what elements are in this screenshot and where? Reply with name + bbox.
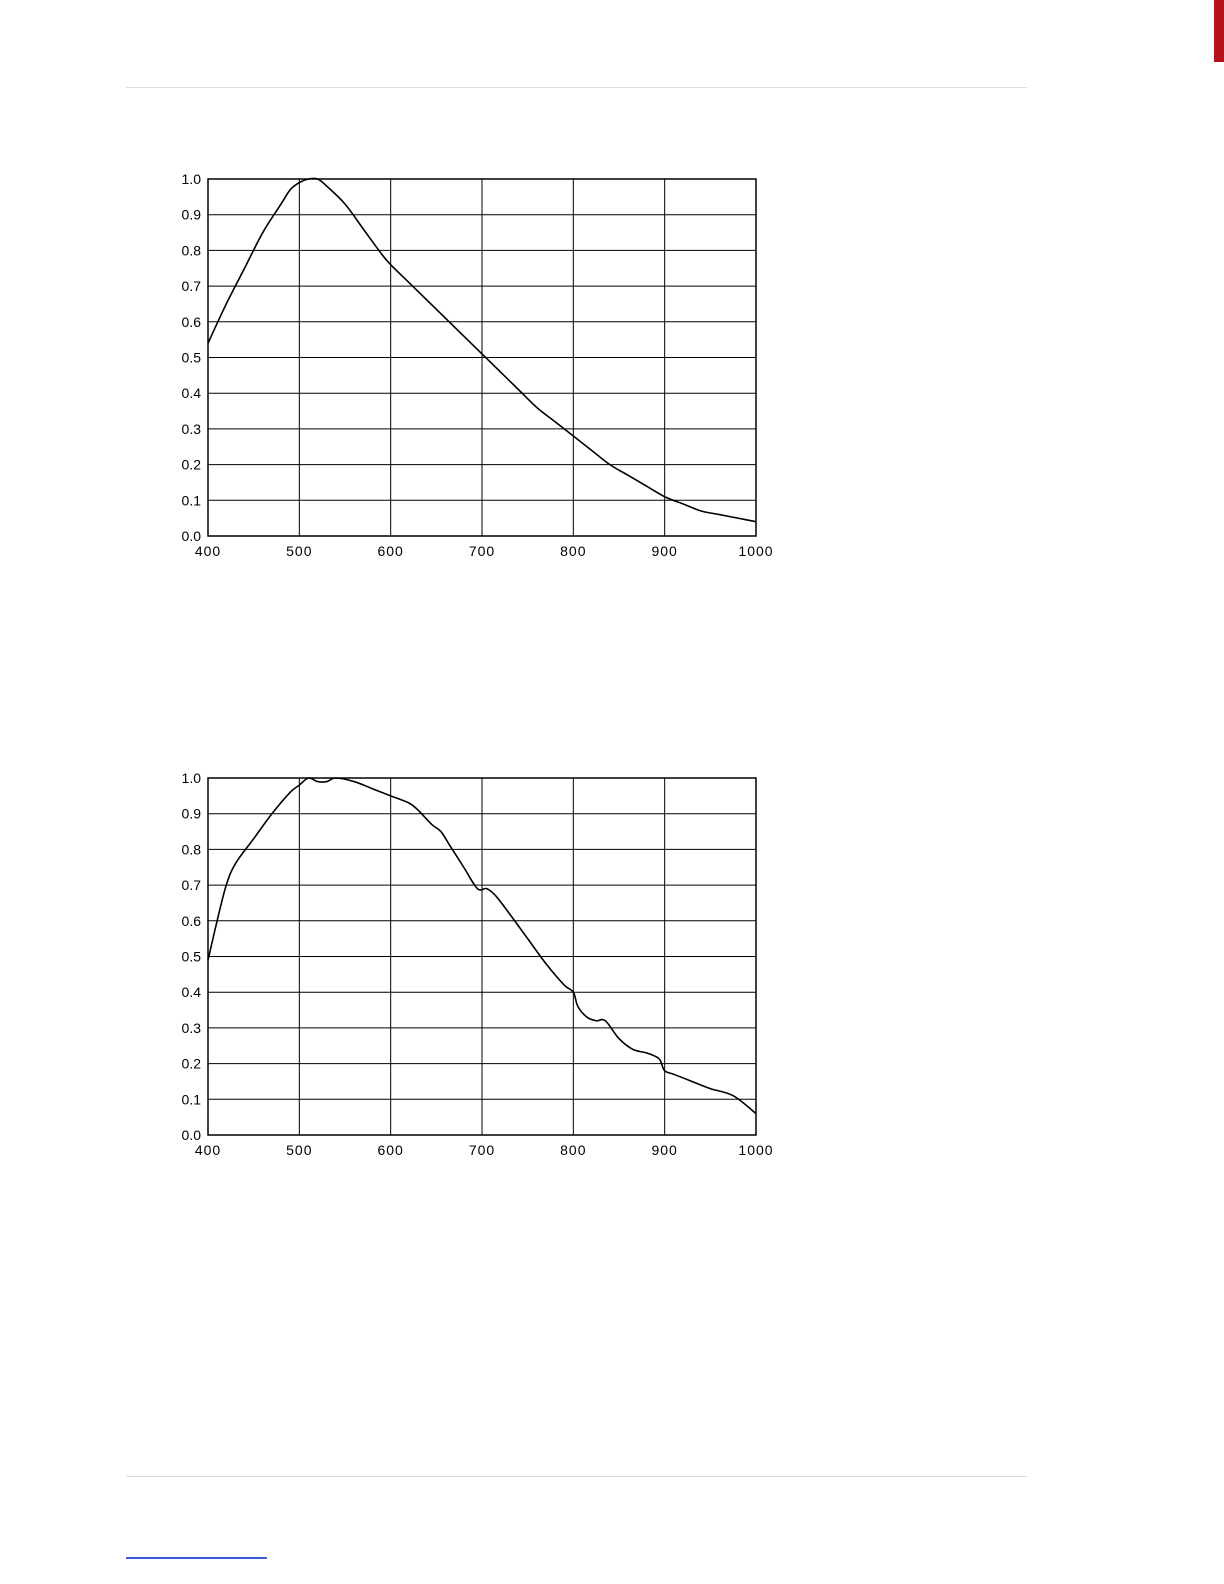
y-tick-label: 0.6 xyxy=(182,913,202,929)
x-tick-label: 900 xyxy=(651,543,677,559)
y-tick-label: 0.4 xyxy=(182,385,202,401)
y-tick-label: 0.3 xyxy=(182,421,202,437)
y-tick-label: 0.2 xyxy=(182,1056,202,1072)
x-tick-label: 400 xyxy=(195,1142,221,1158)
x-tick-label: 800 xyxy=(560,1142,586,1158)
y-tick-label: 0.3 xyxy=(182,1020,202,1036)
y-tick-label: 0.4 xyxy=(182,984,202,1000)
x-tick-label: 900 xyxy=(651,1142,677,1158)
plot-frame xyxy=(207,178,757,537)
x-tick-label: 500 xyxy=(286,543,312,559)
y-tick-label: 0.9 xyxy=(182,806,202,822)
y-tick-label: 0.2 xyxy=(182,457,202,473)
y-tick-label: 1.0 xyxy=(182,770,202,786)
series-line xyxy=(207,777,757,1115)
page-edge-tab xyxy=(1214,0,1224,62)
x-tick-label: 500 xyxy=(286,1142,312,1158)
x-tick-label: 700 xyxy=(469,1142,495,1158)
x-tick-label: 700 xyxy=(469,543,495,559)
y-tick-label: 0.0 xyxy=(182,528,202,544)
y-tick-label: 0.5 xyxy=(182,949,202,965)
series-line xyxy=(207,177,757,523)
footer-link-underline[interactable] xyxy=(126,1557,267,1559)
header-rule xyxy=(126,87,1027,88)
footer-rule xyxy=(126,1476,1027,1477)
y-tick-label: 0.7 xyxy=(182,278,202,294)
y-tick-label: 0.5 xyxy=(182,350,202,366)
y-tick-label: 0.6 xyxy=(182,314,202,330)
x-tick-label: 800 xyxy=(560,543,586,559)
x-tick-label: 1000 xyxy=(738,1142,773,1158)
plot-frame xyxy=(207,777,757,1136)
y-tick-label: 0.8 xyxy=(182,242,202,258)
y-tick-label: 1.0 xyxy=(182,171,202,187)
response-chart-1: 400 500 600 700 800 900 1000 0.0 0.1 0.2 0.3 0.4 0.5… xyxy=(182,171,773,559)
y-tick-label: 0.0 xyxy=(182,1127,202,1143)
y-tick-label: 0.9 xyxy=(182,207,202,223)
x-tick-label: 600 xyxy=(377,1142,403,1158)
y-tick-label: 0.8 xyxy=(182,841,202,857)
x-tick-label: 1000 xyxy=(738,543,773,559)
y-tick-label: 0.1 xyxy=(182,1091,202,1107)
response-chart-2: 400 500 600 700 800 900 1000 0.0 0.1 0.2 0.3 0.4 0.5… xyxy=(182,770,773,1158)
y-tick-label: 0.1 xyxy=(182,492,202,508)
y-tick-label: 0.7 xyxy=(182,877,202,893)
x-tick-label: 400 xyxy=(195,543,221,559)
x-tick-label: 600 xyxy=(377,543,403,559)
